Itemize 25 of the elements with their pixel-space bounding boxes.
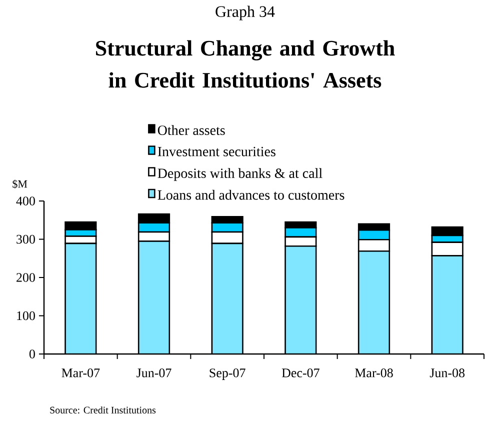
caption: Graph 34 <box>216 6 275 20</box>
x-tick-label: Sep-07 <box>210 368 246 380</box>
x-tick-label: Jun-08 <box>430 368 465 378</box>
source-note: Source: Credit Institutions <box>50 406 156 414</box>
bar <box>358 251 390 354</box>
legend-label: Other assets <box>158 125 225 136</box>
y-tick-label: 100 <box>17 311 35 320</box>
bar <box>212 243 243 354</box>
y-tick-label: 400 <box>16 196 35 206</box>
legend-label: Loans and advances to customers <box>158 190 344 200</box>
x-tick-label: Jun-07 <box>136 368 172 378</box>
legend-label: Investment securities <box>158 146 276 156</box>
legend-label: Deposits with banks & at call <box>158 168 322 181</box>
bar <box>285 246 316 354</box>
bar <box>65 243 96 354</box>
bar <box>138 241 170 354</box>
y-tick-label: 300 <box>16 234 35 244</box>
bar <box>431 255 464 354</box>
chart-title: Structural Change and Growth in Credit Institutions' Assets <box>96 40 395 88</box>
x-tick-label: Dec-07 <box>282 368 320 378</box>
y-tick-label: 200 <box>16 273 35 282</box>
y-axis-title: $M <box>12 180 28 188</box>
y-tick-label: 0 <box>29 350 35 358</box>
x-tick-label: Mar-07 <box>62 368 100 378</box>
x-tick-label: Mar-08 <box>355 368 393 378</box>
